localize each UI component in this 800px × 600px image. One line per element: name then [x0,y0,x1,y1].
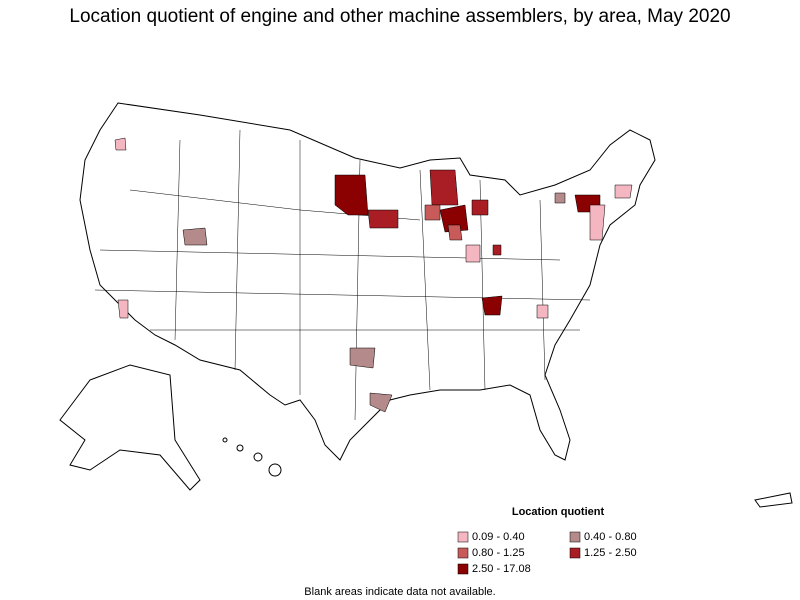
legend: Location quotient 0.09 - 0.40 0.40 - 0.80… [457,506,637,575]
legend-swatch [569,547,581,559]
legend-swatch [457,547,469,559]
legend-swatch [569,531,581,543]
legend-label: 0.09 - 0.40 [472,531,525,543]
legend-label: 0.80 - 1.25 [472,547,525,559]
legend-label: 2.50 - 17.08 [472,563,531,575]
legend-swatch [457,563,469,575]
legend-label: 0.40 - 0.80 [584,531,637,543]
colored-areas [114,137,633,413]
legend-title: Location quotient [512,506,605,518]
hawaii [222,437,282,477]
area-borders [94,129,591,421]
contiguous-us [79,102,656,461]
us-map [59,102,793,508]
legend-items: 0.09 - 0.40 0.40 - 0.80 0.80 - 1.25 1.25 - … [457,531,637,575]
legend-label: 1.25 - 2.50 [584,547,637,559]
map-title: Location quotient of engine and other ma… [69,6,730,27]
puerto-rico [754,492,793,508]
legend-swatch [457,531,469,543]
footnote: Blank areas indicate data not available. [304,586,495,598]
alaska [59,364,201,491]
